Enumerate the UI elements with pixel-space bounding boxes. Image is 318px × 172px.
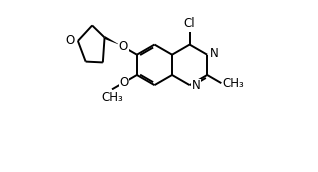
Text: CH₃: CH₃ — [222, 77, 244, 90]
Text: N: N — [192, 79, 201, 92]
Text: O: O — [119, 40, 128, 53]
Text: O: O — [65, 34, 74, 47]
Text: CH₃: CH₃ — [101, 91, 123, 104]
Text: O: O — [120, 76, 129, 89]
Polygon shape — [104, 36, 120, 45]
Text: N: N — [210, 47, 218, 60]
Text: Cl: Cl — [184, 17, 196, 30]
